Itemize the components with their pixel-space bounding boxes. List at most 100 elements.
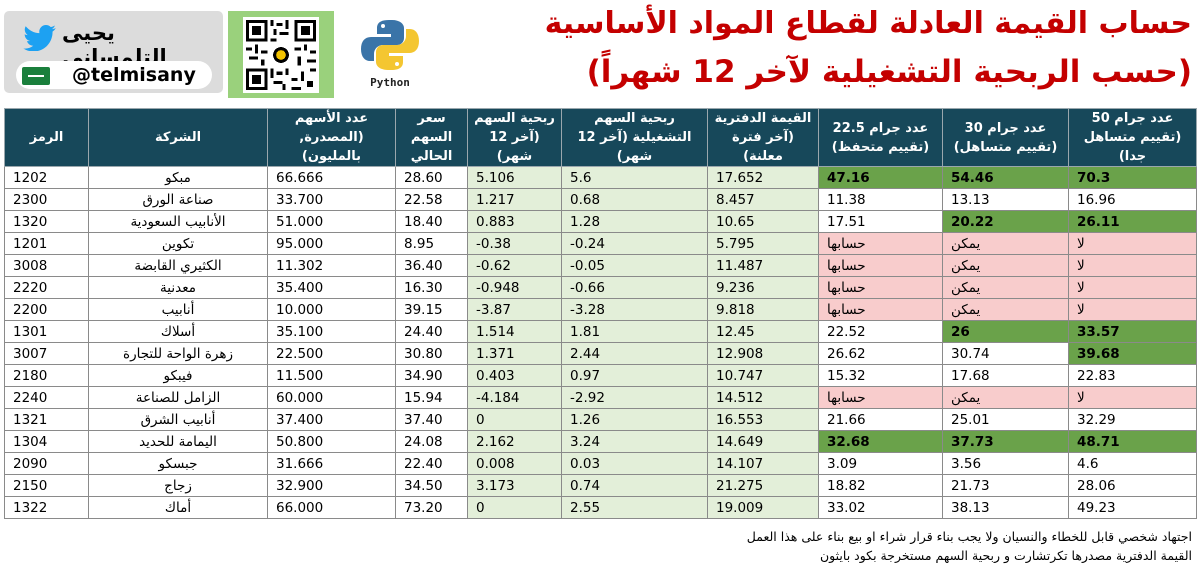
cell-company: جبسكو bbox=[88, 452, 268, 475]
cell-value-22-5: حسابها bbox=[818, 298, 943, 321]
cell-price: 30.80 bbox=[395, 342, 468, 365]
table-row[interactable]: 3007 زهرة الواحة للتجارة 22.500 30.80 1.371 2… bbox=[4, 342, 1197, 365]
cell-shares: 31.666 bbox=[267, 452, 396, 475]
disclaimer-note: اجتهاد شخصي قابل للخطاء والنسيان ولا يجب… bbox=[746, 529, 1192, 544]
cell-symbol: 2200 bbox=[4, 298, 89, 321]
cell-price: 24.40 bbox=[395, 320, 468, 343]
cell-shares: 11.500 bbox=[267, 364, 396, 387]
cell-value-30: 25.01 bbox=[942, 408, 1069, 431]
cell-company: مبكو bbox=[88, 166, 268, 189]
cell-operating-eps: -3.28 bbox=[561, 298, 708, 321]
cell-symbol: 1301 bbox=[4, 320, 89, 343]
cell-operating-eps: -0.66 bbox=[561, 276, 708, 299]
table-row[interactable]: 2220 معدنية 35.400 16.30 -0.948 -0.66 9.236 حسا… bbox=[4, 276, 1197, 299]
cell-value-50: 70.3 bbox=[1068, 166, 1197, 189]
cell-operating-eps: -0.05 bbox=[561, 254, 708, 277]
cell-price: 28.60 bbox=[395, 166, 468, 189]
cell-value-30: يمكن bbox=[942, 254, 1069, 277]
cell-shares: 95.000 bbox=[267, 232, 396, 255]
cell-symbol: 2240 bbox=[4, 386, 89, 409]
cell-value-22-5: 11.38 bbox=[818, 188, 943, 211]
cell-value-50: 22.83 bbox=[1068, 364, 1197, 387]
cell-value-30: 17.68 bbox=[942, 364, 1069, 387]
table-row[interactable]: 2300 صناعة الورق 33.700 22.58 1.217 0.68 8.457… bbox=[4, 188, 1197, 211]
cell-value-22-5: حسابها bbox=[818, 254, 943, 277]
cell-value-22-5: 47.16 bbox=[818, 166, 943, 189]
twitter-icon bbox=[23, 25, 56, 51]
cell-value-22-5: حسابها bbox=[818, 232, 943, 255]
cell-value-50: 28.06 bbox=[1068, 474, 1197, 497]
cell-company: الكثيري القابضة bbox=[88, 254, 268, 277]
header-price: سعر السهم الحالي bbox=[395, 108, 468, 167]
cell-operating-eps: 0.74 bbox=[561, 474, 708, 497]
cell-value-22-5: حسابها bbox=[818, 386, 943, 409]
cell-operating-eps: 1.81 bbox=[561, 320, 708, 343]
cell-value-30: 21.73 bbox=[942, 474, 1069, 497]
cell-company: أماك bbox=[88, 496, 268, 519]
cell-value-30: يمكن bbox=[942, 298, 1069, 321]
table-row[interactable]: 2200 أنابيب 10.000 39.15 -3.87 -3.28 9.818 حساب… bbox=[4, 298, 1197, 321]
cell-price: 22.58 bbox=[395, 188, 468, 211]
cell-value-50: 33.57 bbox=[1068, 320, 1197, 343]
fair-value-table: الرمز الشركة عدد الأسهم (المصدرة, بالملي… bbox=[4, 108, 1197, 519]
header-symbol: الرمز bbox=[4, 108, 89, 167]
table-row[interactable]: 1320 الأنابيب السعودية 51.000 18.40 0.883 1.2… bbox=[4, 210, 1197, 233]
cell-book-value: 11.487 bbox=[707, 254, 819, 277]
cell-value-30: 38.13 bbox=[942, 496, 1069, 519]
cell-price: 34.90 bbox=[395, 364, 468, 387]
table-row[interactable]: 2180 فيبكو 11.500 34.90 0.403 0.97 10.747 15.32… bbox=[4, 364, 1197, 387]
table-header-row: الرمز الشركة عدد الأسهم (المصدرة, بالملي… bbox=[4, 108, 1197, 167]
saudi-flag-icon bbox=[22, 67, 50, 85]
cell-operating-eps: 0.97 bbox=[561, 364, 708, 387]
cell-price: 16.30 bbox=[395, 276, 468, 299]
cell-book-value: 21.275 bbox=[707, 474, 819, 497]
qr-card bbox=[228, 11, 334, 98]
cell-operating-eps: 1.26 bbox=[561, 408, 708, 431]
cell-value-50: 49.23 bbox=[1068, 496, 1197, 519]
cell-operating-eps: -2.92 bbox=[561, 386, 708, 409]
cell-shares: 33.700 bbox=[267, 188, 396, 211]
cell-symbol: 1304 bbox=[4, 430, 89, 453]
table-row[interactable]: 1304 اليمامة للحديد 50.800 24.08 2.162 3.24 14… bbox=[4, 430, 1197, 453]
table-row[interactable]: 1201 تكوين 95.000 8.95 -0.38 -0.24 5.795 حسابها… bbox=[4, 232, 1197, 255]
table-row[interactable]: 1321 أنابيب الشرق 37.400 37.40 0 1.26 16.553 21… bbox=[4, 408, 1197, 431]
header-book-value: القيمة الدفترية (آخر فترة معلنة) bbox=[707, 108, 819, 167]
cell-company: الأنابيب السعودية bbox=[88, 210, 268, 233]
cell-book-value: 5.795 bbox=[707, 232, 819, 255]
table-row[interactable]: 3008 الكثيري القابضة 11.302 36.40 -0.62 -0.05… bbox=[4, 254, 1197, 277]
author-handle: @telmisany bbox=[72, 64, 196, 86]
cell-value-50: 39.68 bbox=[1068, 342, 1197, 365]
cell-symbol: 2220 bbox=[4, 276, 89, 299]
table-row[interactable]: 2240 الزامل للصناعة 60.000 15.94 -4.184 -2.92… bbox=[4, 386, 1197, 409]
source-note: القيمة الدفترية مصدرها تكرتشارت و ربحية … bbox=[820, 548, 1192, 563]
table-row[interactable]: 2150 زجاج 32.900 34.50 3.173 0.74 21.275 18.82 2… bbox=[4, 474, 1197, 497]
header-shares: عدد الأسهم (المصدرة, بالمليون) bbox=[267, 108, 396, 167]
python-icon bbox=[361, 20, 419, 70]
cell-value-22-5: 32.68 bbox=[818, 430, 943, 453]
cell-eps: -0.948 bbox=[467, 276, 562, 299]
cell-eps: 0 bbox=[467, 496, 562, 519]
table-row[interactable]: 2090 جبسكو 31.666 22.40 0.008 0.03 14.107 3.09 3… bbox=[4, 452, 1197, 475]
cell-book-value: 16.553 bbox=[707, 408, 819, 431]
cell-operating-eps: 2.55 bbox=[561, 496, 708, 519]
cell-shares: 35.400 bbox=[267, 276, 396, 299]
author-card: يحيى التلمساني @telmisany bbox=[4, 11, 223, 93]
cell-price: 8.95 bbox=[395, 232, 468, 255]
table-row[interactable]: 1202 مبكو 66.666 28.60 5.106 5.6 17.652 47.16 54… bbox=[4, 166, 1197, 189]
cell-symbol: 1322 bbox=[4, 496, 89, 519]
table-row[interactable]: 1322 أماك 66.000 73.20 0 2.55 19.009 33.02 38.13… bbox=[4, 496, 1197, 519]
cell-eps: 0 bbox=[467, 408, 562, 431]
cell-shares: 35.100 bbox=[267, 320, 396, 343]
cell-symbol: 1201 bbox=[4, 232, 89, 255]
cell-value-30: 54.46 bbox=[942, 166, 1069, 189]
table-row[interactable]: 1301 أسلاك 35.100 24.40 1.514 1.81 12.45 22.52 2… bbox=[4, 320, 1197, 343]
python-logo: Python bbox=[355, 16, 425, 96]
cell-shares: 66.000 bbox=[267, 496, 396, 519]
cell-eps: -4.184 bbox=[467, 386, 562, 409]
cell-value-22-5: 22.52 bbox=[818, 320, 943, 343]
cell-price: 24.08 bbox=[395, 430, 468, 453]
cell-book-value: 10.65 bbox=[707, 210, 819, 233]
cell-value-50: 4.6 bbox=[1068, 452, 1197, 475]
cell-value-22-5: 3.09 bbox=[818, 452, 943, 475]
cell-book-value: 19.009 bbox=[707, 496, 819, 519]
